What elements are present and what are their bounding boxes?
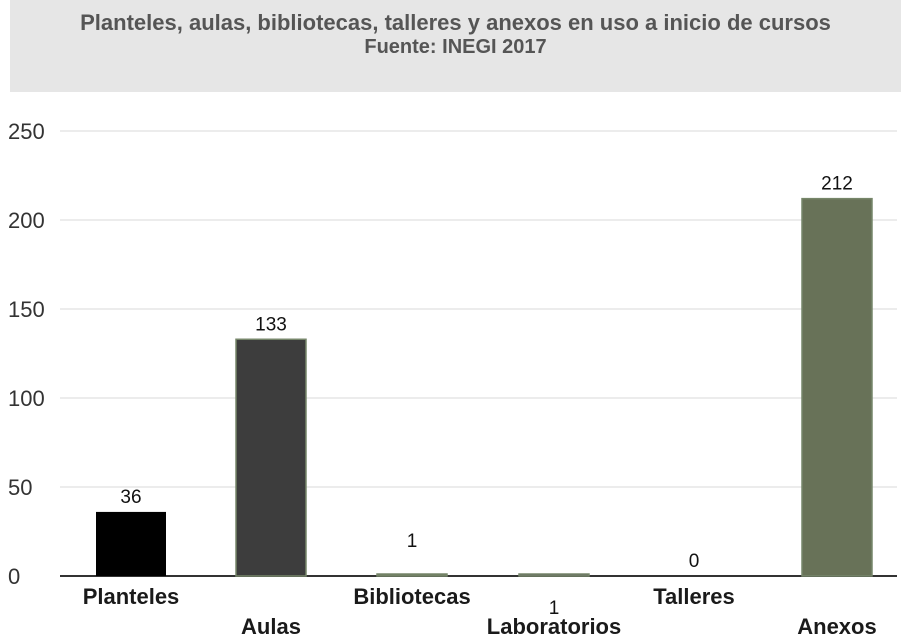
bar-bibliotecas — [376, 573, 448, 577]
bar-laboratorios — [518, 573, 590, 577]
y-tick-label-0: 0 — [8, 564, 20, 589]
y-tick-label-2: 100 — [8, 386, 45, 411]
category-label-anexos: Anexos — [797, 614, 876, 639]
category-label-laboratorios: Laboratorios — [487, 614, 621, 639]
data-label-planteles: 36 — [120, 487, 141, 508]
data-label-anexos: 212 — [821, 174, 853, 195]
y-tick-label-4: 200 — [8, 208, 45, 233]
category-label-planteles: Planteles — [83, 584, 180, 609]
y-tick-label-3: 150 — [8, 297, 45, 322]
y-tick-label-5: 250 — [8, 119, 45, 144]
data-label-aulas: 133 — [255, 314, 287, 335]
category-label-bibliotecas: Bibliotecas — [353, 584, 470, 609]
chart-title: Planteles, aulas, bibliotecas, talleres … — [80, 10, 831, 35]
chart-subtitle: Fuente: INEGI 2017 — [364, 36, 547, 58]
chart-title-box: Planteles, aulas, bibliotecas, talleres … — [10, 0, 901, 92]
bar-aulas — [235, 338, 307, 577]
category-label-talleres: Talleres — [653, 584, 735, 609]
category-label-aulas: Aulas — [241, 614, 301, 639]
bar-planteles — [96, 511, 166, 576]
data-label-laboratorios: 1 — [549, 598, 560, 619]
data-label-talleres: 0 — [689, 551, 700, 572]
y-tick-label-1: 50 — [8, 475, 32, 500]
bar-anexos — [801, 197, 873, 577]
data-label-bibliotecas: 1 — [407, 531, 418, 552]
